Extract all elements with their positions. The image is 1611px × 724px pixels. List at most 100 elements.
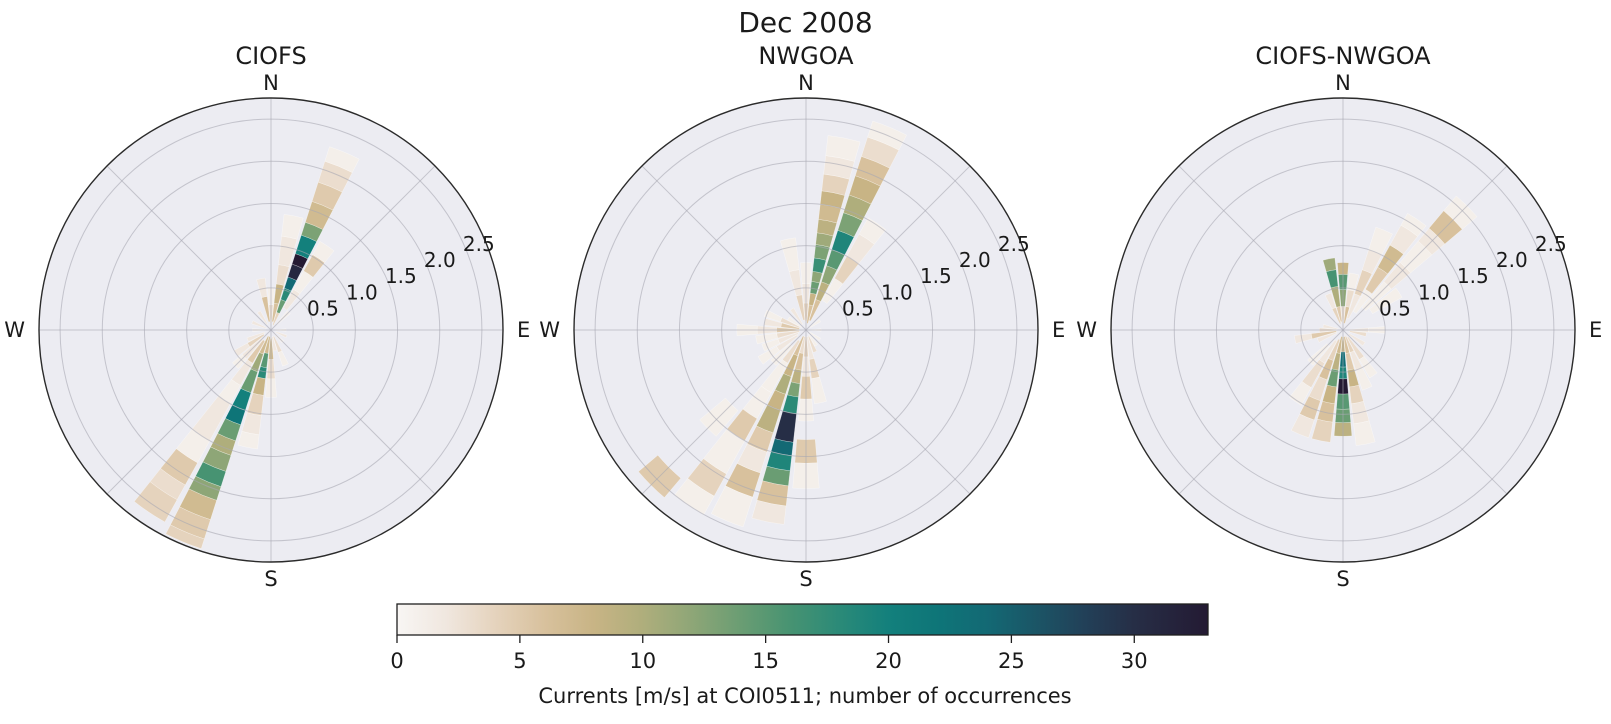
petal-segment — [763, 309, 783, 323]
polar-grid — [574, 98, 1038, 562]
theta-gridline — [106, 165, 272, 331]
r-tick-label: 1.0 — [346, 280, 378, 304]
colorbar-tick-label: 15 — [752, 649, 779, 673]
petal-segment — [755, 333, 778, 345]
petal-segment — [246, 331, 266, 342]
petal-segment — [1322, 257, 1337, 272]
r-tick-label: 1.5 — [385, 264, 417, 288]
r-tick-label: 2.5 — [998, 232, 1030, 256]
polar-rim — [1110, 97, 1576, 563]
subplot-title-ciofs: CIOFS — [235, 42, 307, 70]
theta-gridline — [641, 165, 807, 331]
petal-segment — [1358, 356, 1378, 379]
petal-segment — [1322, 324, 1339, 330]
petal-segment — [1349, 330, 1367, 337]
petal-segment — [1353, 420, 1376, 446]
polar-grid — [1111, 98, 1575, 562]
polar-rim — [573, 97, 1039, 563]
theta-gridline — [270, 165, 436, 331]
petal-segment — [789, 307, 804, 326]
r-tick-label: 0.5 — [307, 297, 339, 321]
polar-grid — [39, 98, 503, 562]
theta-gridline — [1342, 329, 1508, 495]
r-tick-label: 0.5 — [842, 297, 874, 321]
colorbar-tick-label: 0 — [390, 649, 403, 673]
petal-segment — [809, 319, 822, 328]
theta-gridline — [1178, 329, 1344, 495]
petal-segment — [237, 431, 260, 450]
windrose-ciofs-nwgoa: N S E W 0.5 1.0 1.5 2.0 2.5 — [1076, 71, 1602, 591]
petal-segment — [133, 481, 178, 523]
theta-gridline — [270, 329, 436, 495]
petal-segment — [787, 316, 803, 328]
colorbar-label: Currents [m/s] at COI0511; number of occ… — [538, 684, 1072, 708]
windrose-ciofs: N S E W 0.5 1.0 1.5 2.0 2.5 — [4, 71, 530, 591]
colorbar-tick-label: 30 — [1121, 649, 1148, 673]
colorbar-tick-label: 10 — [629, 649, 656, 673]
r-tick-label: 1.5 — [920, 264, 952, 288]
petal-segment — [256, 277, 268, 298]
compass-label-w: W — [1076, 318, 1097, 342]
r-tick-label: 2.5 — [1535, 232, 1567, 256]
colorbar: 0 5 10 15 20 25 30 — [390, 603, 1209, 673]
r-tick-label: 1.0 — [881, 280, 913, 304]
petal-segment — [1311, 418, 1333, 443]
figure-title: Dec 2008 — [738, 6, 873, 39]
subplot-title-nwgoa: NWGOA — [758, 42, 854, 70]
petal-segment — [271, 336, 278, 352]
petal-segment — [761, 338, 781, 352]
petal-segment — [757, 345, 780, 365]
r-tick-label: 2.0 — [959, 248, 991, 272]
colorbar-gradient — [397, 604, 1208, 635]
r-tick-label: 2.0 — [1496, 248, 1528, 272]
compass-label-n: N — [798, 71, 814, 95]
colorbar-tick-label: 25 — [998, 649, 1025, 673]
compass-label-e: E — [517, 318, 530, 342]
compass-label-e: E — [1052, 318, 1065, 342]
petal-segment — [811, 376, 827, 405]
r-tick-label: 1.5 — [1457, 264, 1489, 288]
windrose-nwgoa: N S E W 0.5 1.0 1.5 2.0 2.5 — [539, 71, 1065, 591]
compass-label-w: W — [4, 318, 25, 342]
petal-segment — [251, 320, 267, 329]
petal-segment — [256, 310, 269, 326]
r-tick-label: 2.0 — [424, 248, 456, 272]
compass-label-s: S — [264, 567, 277, 591]
compass-label-e: E — [1589, 318, 1602, 342]
petal-segment — [312, 241, 335, 264]
r-tick-label: 0.5 — [1379, 297, 1411, 321]
compass-label-s: S — [1336, 567, 1349, 591]
petal-segment — [710, 485, 753, 528]
theta-gridline — [106, 329, 272, 495]
colorbar-border — [396, 603, 1209, 636]
petal-segment — [858, 217, 887, 245]
compass-label-s: S — [799, 567, 812, 591]
polar-rim — [38, 97, 504, 563]
petals-nwgoa — [638, 120, 907, 528]
petal-segment — [275, 331, 288, 339]
colorbar-tick-label: 5 — [513, 649, 526, 673]
petal-segment — [281, 214, 304, 240]
petal-segment — [825, 135, 861, 162]
colorbar-tick-label: 20 — [875, 649, 902, 673]
theta-gridline — [805, 165, 971, 331]
subplot-title-ciofs-nwgoa: CIOFS-NWGOA — [1255, 42, 1431, 70]
petal-segment — [277, 350, 289, 367]
compass-label-n: N — [1335, 71, 1351, 95]
r-tick-label: 1.0 — [1418, 280, 1450, 304]
petal-segment — [1369, 287, 1403, 315]
compass-label-n: N — [263, 71, 279, 95]
petal-segment — [1294, 333, 1313, 344]
petal-segment — [1347, 272, 1360, 292]
theta-gridline — [1342, 165, 1508, 331]
r-tick-label: 2.5 — [463, 232, 495, 256]
petal-segment — [751, 499, 787, 525]
petal-segment — [1347, 332, 1366, 347]
compass-label-w: W — [539, 318, 560, 342]
theta-gridline — [805, 329, 971, 495]
petal-segment — [1290, 413, 1315, 439]
theta-gridline — [1178, 165, 1344, 331]
petal-segment — [165, 524, 205, 549]
